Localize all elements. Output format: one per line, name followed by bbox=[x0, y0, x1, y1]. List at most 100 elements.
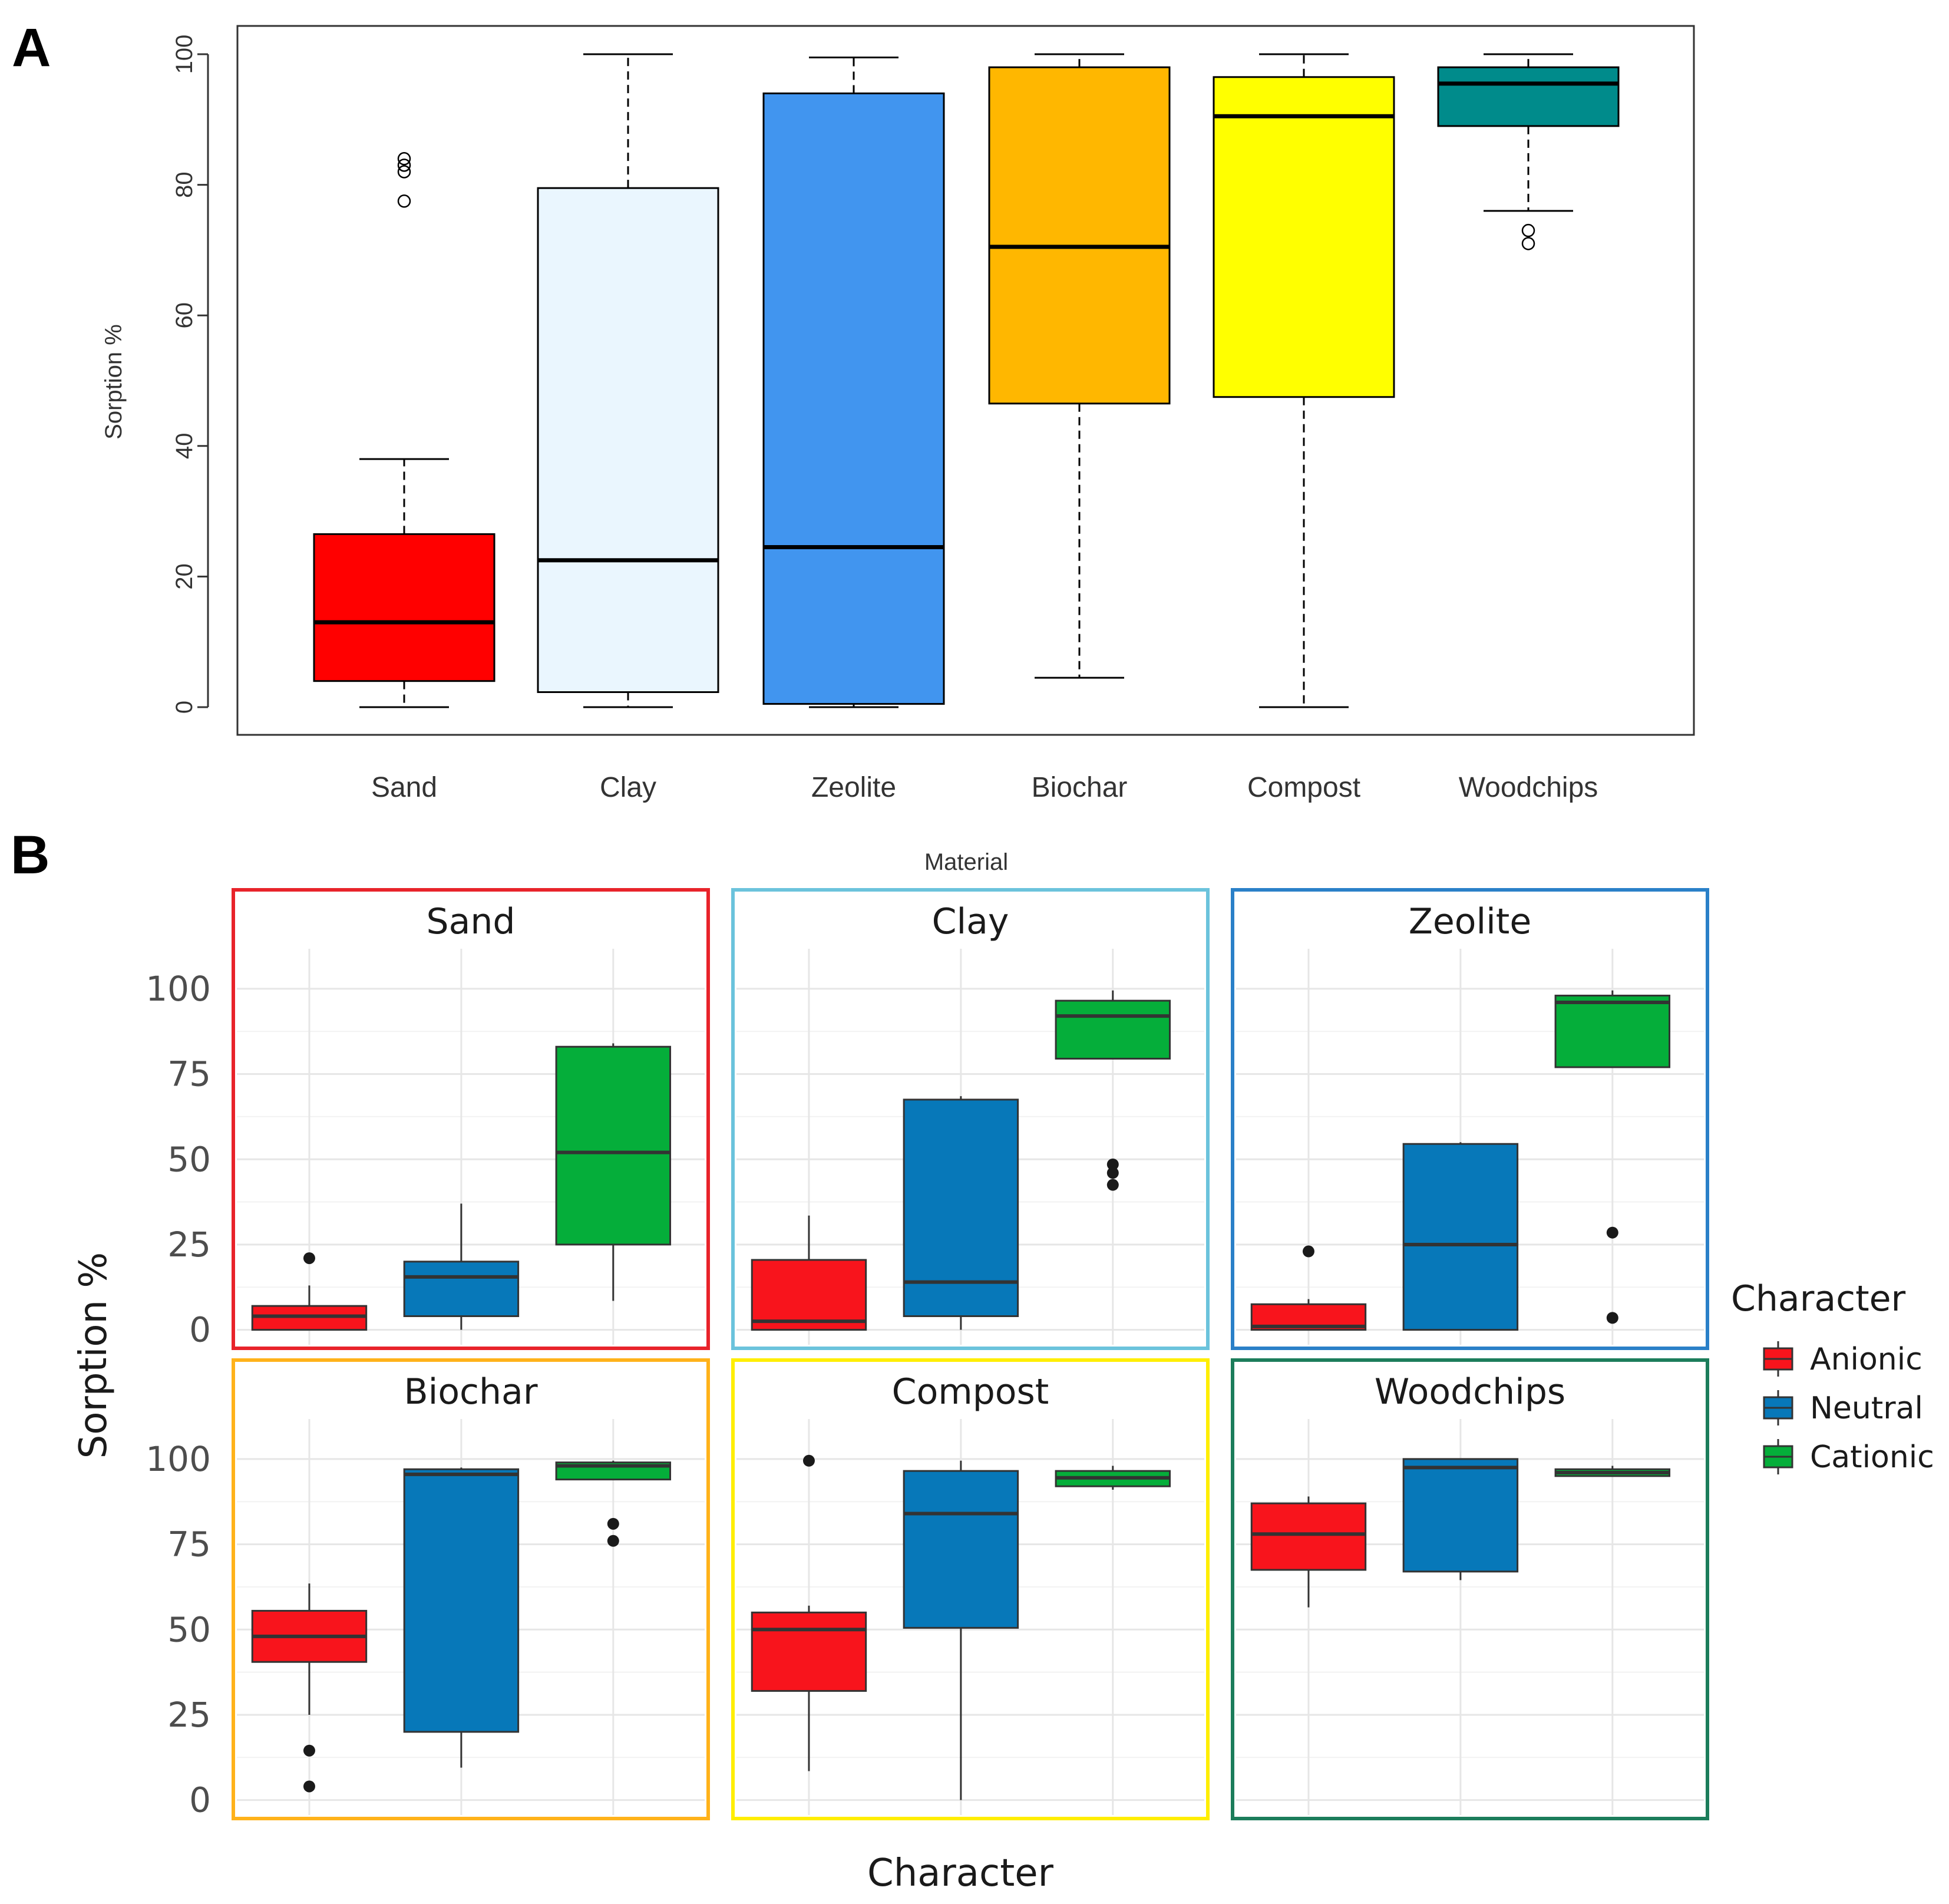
panel-b-y-tick-label: 0 bbox=[189, 1310, 211, 1350]
facet-title: Zeolite bbox=[1409, 901, 1532, 942]
facet-biochar: Biochar bbox=[232, 1358, 710, 1820]
facet-compost: Compost bbox=[731, 1358, 1210, 1820]
facet-border bbox=[731, 888, 1210, 1350]
panel-a-y-tick-label: 100 bbox=[171, 35, 197, 74]
facet-box-iqr bbox=[1554, 994, 1671, 1068]
legend-item-anionic: Anionic bbox=[1763, 1341, 1922, 1377]
facet-outlier-point bbox=[1106, 1167, 1119, 1179]
facet-box-cationic bbox=[555, 1460, 672, 1547]
panel-b-y-tick-label: 25 bbox=[167, 1695, 211, 1735]
box-iqr bbox=[762, 92, 945, 705]
facet-outlier-point bbox=[1606, 1226, 1618, 1239]
facet-title: Clay bbox=[932, 901, 1009, 942]
facet-outlier-point bbox=[303, 1252, 315, 1265]
facet-woodchips: Woodchips bbox=[1231, 1358, 1709, 1820]
facet-outlier-point bbox=[303, 1780, 315, 1793]
facet-title: Woodchips bbox=[1375, 1371, 1565, 1413]
facet-outlier-point bbox=[1606, 1312, 1618, 1324]
panel-b-y-tick-label: 100 bbox=[146, 1439, 211, 1479]
facet-box-anionic bbox=[751, 1454, 867, 1771]
facet-box-anionic bbox=[251, 1252, 368, 1331]
facet-box-iqr bbox=[555, 1045, 672, 1246]
box-iqr bbox=[988, 66, 1171, 405]
facet-clay: Clay bbox=[731, 888, 1210, 1350]
facet-box-neutral bbox=[903, 1096, 1019, 1330]
facet-title: Biochar bbox=[404, 1371, 538, 1413]
panel-b: Sand Clay Zeolite Biochar Compost Woodchips 0… bbox=[72, 888, 1934, 1895]
facet-box-anionic bbox=[1250, 1245, 1367, 1331]
box-clay bbox=[537, 53, 719, 708]
panel-a-y-axis-title: Sorption % bbox=[101, 324, 127, 440]
legend-item-neutral: Neutral bbox=[1763, 1390, 1923, 1426]
box-zeolite bbox=[762, 57, 945, 708]
box-iqr bbox=[1437, 66, 1620, 127]
legend-item-cationic: Cationic bbox=[1763, 1439, 1934, 1475]
facet-box-anionic bbox=[751, 1215, 867, 1331]
facet-border bbox=[1231, 888, 1709, 1350]
box-iqr bbox=[313, 533, 495, 682]
facet-border bbox=[232, 1358, 710, 1820]
x-tick-label-woodchips: Woodchips bbox=[1459, 772, 1598, 803]
facet-title: Sand bbox=[427, 901, 516, 942]
panel-b-x-axis-title: Character bbox=[867, 1852, 1054, 1895]
facet-box-iqr bbox=[1055, 999, 1171, 1060]
facet-box-iqr bbox=[1250, 1502, 1367, 1571]
panel-a-y-tick-label: 0 bbox=[171, 701, 197, 714]
facet-outlier-point bbox=[607, 1517, 619, 1530]
panel-b-y-axis-title: Sorption % bbox=[72, 1252, 115, 1458]
panel-a-y-tick-label: 40 bbox=[171, 433, 197, 460]
facet-box-iqr bbox=[403, 1468, 520, 1733]
facet-zeolite: Zeolite bbox=[1231, 888, 1709, 1350]
facet-box-iqr bbox=[903, 1098, 1019, 1317]
facet-box-iqr bbox=[403, 1260, 520, 1317]
legend-title: Character bbox=[1731, 1278, 1906, 1319]
facet-box-iqr bbox=[751, 1611, 867, 1692]
legend-label: Cationic bbox=[1810, 1440, 1934, 1475]
panel-a-frame bbox=[236, 25, 1695, 736]
facet-outlier-point bbox=[1302, 1245, 1314, 1258]
panel-b-label: B bbox=[11, 825, 49, 885]
x-tick-label-clay: Clay bbox=[600, 772, 656, 803]
panel-b-facets: Sand Clay Zeolite Biochar Compost Woodchips bbox=[232, 888, 1709, 1820]
x-tick-label-zeolite: Zeolite bbox=[811, 772, 896, 803]
facet-outlier-point bbox=[1106, 1158, 1119, 1170]
panel-a-y-tick-label: 20 bbox=[171, 563, 197, 590]
facet-box-neutral bbox=[1402, 1458, 1519, 1580]
facet-box-neutral bbox=[903, 1460, 1019, 1800]
panel-a-y-ticks: 0 20 40 60 80 100 bbox=[171, 35, 208, 714]
facet-title: Compost bbox=[892, 1371, 1049, 1413]
facet-box-cationic bbox=[555, 1043, 672, 1301]
box-iqr bbox=[537, 187, 719, 694]
outlier-point bbox=[397, 152, 411, 166]
facet-outlier-point bbox=[1106, 1179, 1119, 1191]
panel-b-y-tick-label: 75 bbox=[167, 1054, 211, 1094]
facet-border bbox=[1231, 1358, 1709, 1820]
facet-box-cationic bbox=[1554, 990, 1671, 1324]
panel-b-legend: Character Anionic Neutral Cationic bbox=[1731, 1278, 1934, 1475]
x-tick-label-sand: Sand bbox=[371, 772, 437, 803]
panel-b-y-tick-label: 100 bbox=[146, 969, 211, 1009]
panel-a-x-tick-labels: Sand Clay Zeolite Biochar Compost Woodchips bbox=[371, 772, 1598, 803]
facet-outlier-point bbox=[303, 1744, 315, 1757]
facet-box-cationic bbox=[1055, 990, 1171, 1191]
facet-sand: Sand bbox=[232, 888, 710, 1350]
panel-b-y-tick-label: 25 bbox=[167, 1225, 211, 1265]
x-tick-label-biochar: Biochar bbox=[1032, 772, 1128, 803]
facet-outlier-point bbox=[607, 1535, 619, 1547]
panel-a-y-tick-label: 60 bbox=[171, 302, 197, 329]
outlier-point bbox=[397, 159, 411, 172]
facet-outlier-point bbox=[802, 1454, 815, 1467]
box-sand bbox=[313, 152, 495, 708]
legend-label: Anionic bbox=[1810, 1342, 1922, 1377]
panel-a-boxes bbox=[313, 53, 1620, 708]
facet-box-anionic bbox=[1250, 1496, 1367, 1608]
facet-box-iqr bbox=[1402, 1143, 1519, 1331]
panel-a-x-axis-title: Material bbox=[924, 849, 1008, 875]
box-iqr bbox=[1213, 76, 1395, 398]
box-woodchips bbox=[1437, 53, 1620, 250]
x-tick-label-compost: Compost bbox=[1247, 772, 1360, 803]
facet-box-cationic bbox=[1055, 1466, 1171, 1490]
outlier-point bbox=[1521, 237, 1535, 250]
facet-box-neutral bbox=[1402, 1142, 1519, 1331]
